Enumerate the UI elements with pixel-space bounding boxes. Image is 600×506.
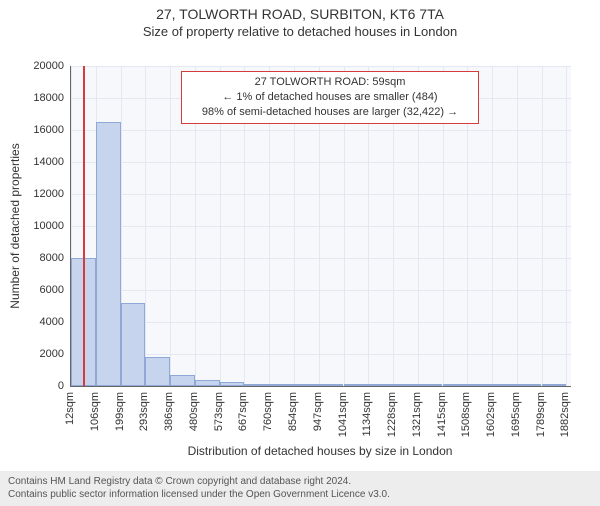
histogram-bar: [220, 382, 245, 386]
xtick-label: 1508sqm: [460, 392, 472, 437]
histogram-bar: [145, 357, 170, 386]
footer-attribution: Contains HM Land Registry data © Crown c…: [0, 471, 600, 506]
title-main: 27, TOLWORTH ROAD, SURBITON, KT6 7TA: [0, 6, 600, 22]
xtick-label: 1602sqm: [485, 392, 497, 437]
histogram-bar: [368, 384, 393, 386]
xtick-label: 854sqm: [287, 392, 299, 431]
histogram-bar: [492, 384, 517, 386]
xtick-label: 1134sqm: [361, 392, 373, 436]
ytick-label: 20000: [14, 60, 64, 72]
xtick-label: 480sqm: [188, 392, 200, 431]
xtick-label: 199sqm: [114, 392, 126, 431]
xtick-label: 1228sqm: [386, 392, 398, 437]
histogram-bar: [467, 384, 492, 386]
xtick-label: 1041sqm: [337, 392, 349, 437]
histogram-bar: [344, 384, 369, 386]
annotation-box: 27 TOLWORTH ROAD: 59sqm← 1% of detached …: [181, 71, 479, 124]
histogram-bar: [443, 384, 468, 386]
annotation-line: ← 1% of detached houses are smaller (484…: [190, 90, 470, 105]
annotation-line: 98% of semi-detached houses are larger (…: [190, 105, 470, 120]
histogram-bar: [121, 303, 146, 386]
property-marker-line: [83, 66, 85, 386]
histogram-bar: [96, 122, 121, 386]
ytick-label: 16000: [14, 124, 64, 136]
xtick-label: 573sqm: [213, 392, 225, 431]
gridline-v: [517, 66, 518, 386]
xtick-label: 106sqm: [89, 392, 101, 431]
xtick-label: 667sqm: [237, 392, 249, 431]
xtick-label: 386sqm: [163, 392, 175, 431]
ytick-label: 2000: [14, 348, 64, 360]
ytick-label: 18000: [14, 92, 64, 104]
gridline-v: [566, 66, 567, 386]
ytick-label: 4000: [14, 316, 64, 328]
xtick-label: 1789sqm: [535, 392, 547, 437]
histogram-bar: [542, 384, 567, 386]
xtick-label: 1415sqm: [436, 392, 448, 437]
ytick-label: 8000: [14, 252, 64, 264]
xtick-label: 1882sqm: [559, 392, 571, 437]
histogram-bar: [393, 384, 418, 386]
annotation-line: 27 TOLWORTH ROAD: 59sqm: [190, 75, 470, 90]
histogram-bar: [294, 384, 319, 386]
ytick-label: 12000: [14, 188, 64, 200]
histogram-bar: [170, 375, 195, 386]
title-sub: Size of property relative to detached ho…: [0, 24, 600, 39]
histogram-bar: [244, 384, 269, 386]
gridline-v: [492, 66, 493, 386]
xtick-label: 12sqm: [64, 392, 76, 425]
ytick-label: 0: [14, 380, 64, 392]
footer-line-2: Contains public sector information licen…: [8, 488, 592, 501]
gridline-v: [542, 66, 543, 386]
chart-area: Number of detached properties 27 TOLWORT…: [70, 66, 570, 386]
footer-line-1: Contains HM Land Registry data © Crown c…: [8, 475, 592, 488]
histogram-bar: [418, 384, 443, 386]
x-axis-label: Distribution of detached houses by size …: [70, 444, 570, 458]
gridline-v: [170, 66, 171, 386]
histogram-bar: [269, 384, 294, 386]
xtick-label: 293sqm: [138, 392, 150, 431]
xtick-label: 1321sqm: [411, 392, 423, 437]
gridline-v: [145, 66, 146, 386]
xtick-label: 947sqm: [312, 392, 324, 431]
xtick-label: 760sqm: [262, 392, 274, 431]
histogram-bar: [319, 384, 344, 386]
histogram-bar: [195, 380, 220, 386]
xtick-label: 1695sqm: [510, 392, 522, 437]
ytick-label: 6000: [14, 284, 64, 296]
ytick-label: 14000: [14, 156, 64, 168]
plot-area: 27 TOLWORTH ROAD: 59sqm← 1% of detached …: [70, 66, 571, 387]
ytick-label: 10000: [14, 220, 64, 232]
histogram-bar: [517, 384, 542, 386]
